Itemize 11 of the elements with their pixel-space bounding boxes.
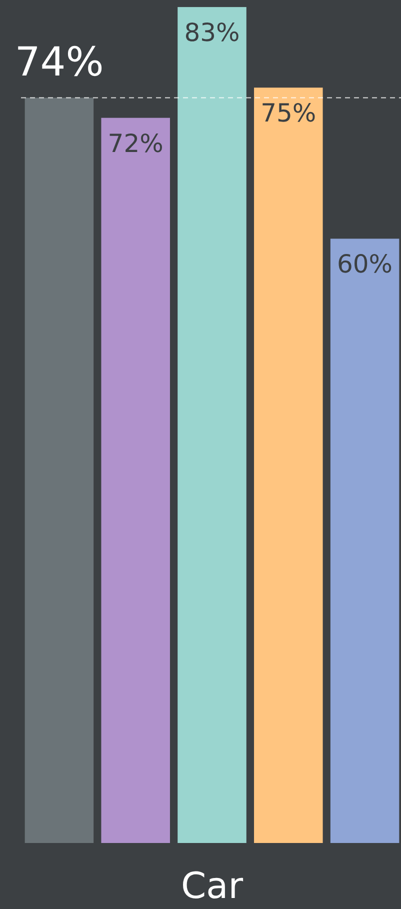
data-label: 74% — [14, 40, 104, 86]
bar — [330, 238, 400, 843]
data-label: 83% — [184, 18, 240, 48]
bar — [24, 98, 94, 843]
bar — [178, 7, 246, 843]
x-axis-title: Car — [181, 866, 244, 907]
bar — [101, 118, 170, 843]
data-label: 60% — [337, 250, 393, 279]
bar — [254, 88, 323, 843]
data-label: 75% — [260, 98, 316, 128]
data-label: 72% — [108, 128, 164, 158]
